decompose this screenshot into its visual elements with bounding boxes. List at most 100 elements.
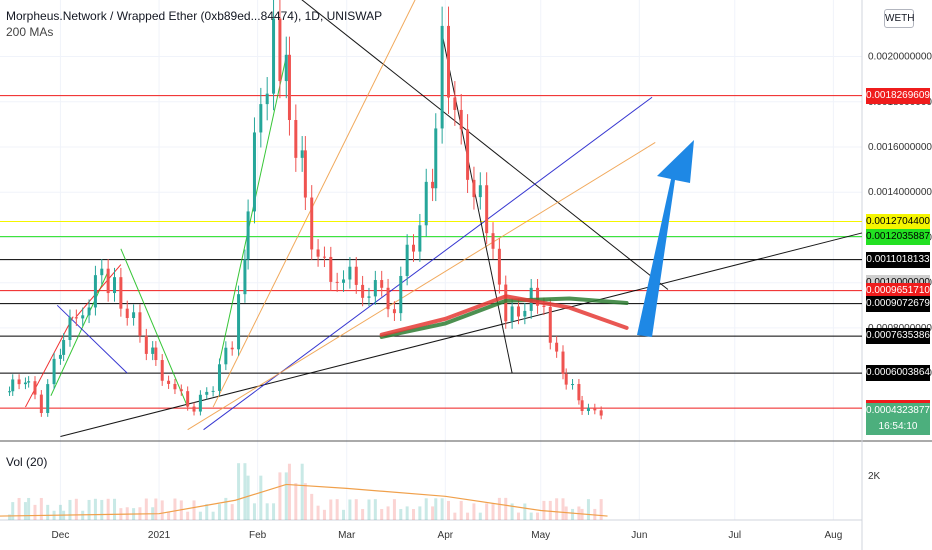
candle-body [310,197,314,250]
volume-bar [58,504,62,520]
candle-body [491,233,495,249]
x-tick-label: May [531,530,550,541]
candle-body [361,284,365,298]
volume-bar [310,493,314,520]
price-level-tag: 0.0007635386 [866,328,930,345]
volume-bars [0,463,608,520]
candle-body [119,277,123,309]
x-tick-label: Jul [728,530,741,541]
trend-line [50,271,109,396]
candle-body [68,317,72,341]
candle-body [272,18,276,94]
trend-line [441,33,513,374]
candle-body [113,277,117,294]
volume-bar [510,503,514,520]
up-arrow-shape [637,140,694,337]
volume-bar [446,500,450,520]
candle-body [33,381,37,395]
volume-bar [23,502,27,520]
volume-bar [294,483,298,520]
volume-bar [361,509,365,520]
candle-body [472,179,476,198]
volume-legend[interactable]: Vol (20) [6,455,48,469]
volume-bar [217,504,221,520]
indicator-label[interactable]: 200 MAs [6,25,54,39]
volume-bar [440,498,444,520]
price-level-tag: 0.0011018133 [866,251,930,268]
symbol-title[interactable]: Morpheus.Network / Wrapped Ether (0xb89e… [6,9,383,23]
candle-body [287,54,291,121]
candle-body [466,129,470,180]
volume-bar [418,506,422,520]
volume-bar [405,506,409,520]
candle-body [58,354,62,359]
candle-body [497,248,501,285]
volume-bar [453,512,457,520]
volume-bar [74,498,78,520]
candle-body [373,280,377,297]
candle-body [198,394,202,412]
candle-body [205,391,209,395]
candle-body [74,317,78,319]
candle-body [446,25,450,98]
x-tick-label: Jun [631,530,647,541]
volume-bar [46,504,50,520]
quote-currency-button[interactable]: WETH [884,9,914,28]
candle-body [478,185,482,198]
volume-bar [564,506,568,520]
candle-body [348,266,352,280]
volume-bar [198,511,202,520]
candle-body [132,312,136,319]
candle-body [243,259,247,295]
candle-body [300,150,304,158]
x-tick-label: Aug [824,530,842,541]
volume-bar [555,498,559,520]
bar-countdown: 16:54:10 [866,419,930,436]
candle-body [46,384,50,414]
candle-body [167,380,171,384]
price-level-tag: 0.0009072679 [866,295,930,312]
candle-body [217,364,221,391]
volume-bar [354,499,358,520]
volume-bar [373,499,377,520]
trend-line [75,264,122,317]
chart-legend: Morpheus.Network / Wrapped Ether (0xb89e… [6,8,382,40]
candle-body [186,391,190,407]
candle-body [93,275,97,308]
volume-bar [144,498,148,520]
candle-body [431,181,435,189]
volume-bar [243,463,247,520]
moving-average-line [379,296,629,339]
candle-body [87,307,91,316]
volume-ma-line [0,483,608,517]
candle-body [548,307,552,343]
candle-body [322,256,326,258]
candle-body [23,382,27,385]
volume-bar [412,509,416,520]
candle-body [418,225,422,252]
trend-line [56,304,128,374]
volume-bar [17,497,21,520]
volume-bar [68,499,72,520]
x-tick-label: Apr [438,530,454,541]
candle-body [151,347,155,354]
volume-bar [571,508,575,520]
candle-body [354,266,358,285]
volume-bar [516,512,520,520]
volume-bar [459,500,463,520]
candle-body [8,391,12,393]
volume-bar [586,499,590,520]
volume-bar [278,472,282,520]
volume-bar [316,505,320,520]
volume-bar [548,500,552,520]
candle-body [561,351,565,374]
volume-bar [205,504,209,520]
volume-bar [431,506,435,520]
volume-bar [386,506,390,520]
volume-bar [529,512,533,520]
volume-bar [300,463,304,520]
volume-bar [192,500,196,520]
price-level-tag: 0.0009651710 [866,282,930,299]
